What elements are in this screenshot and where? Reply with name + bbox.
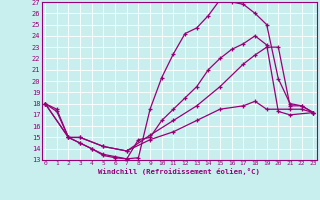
X-axis label: Windchill (Refroidissement éolien,°C): Windchill (Refroidissement éolien,°C)	[98, 168, 260, 175]
